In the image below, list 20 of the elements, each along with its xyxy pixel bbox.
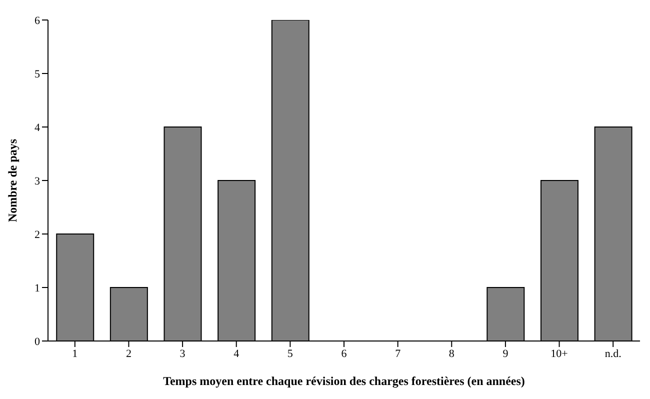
y-tick-label: 4: [34, 122, 40, 134]
x-tick-label: 3: [180, 348, 186, 360]
x-tick-label: n.d.: [604, 348, 622, 360]
y-tick-label: 0: [34, 336, 40, 348]
y-tick-label: 5: [34, 68, 40, 80]
x-tick-label: 6: [341, 348, 348, 360]
y-tick-label: 1: [34, 282, 40, 294]
x-tick-label: 1: [72, 348, 78, 360]
x-axis-title: Temps moyen entre chaque révision des charges forestières (en années): [163, 374, 525, 388]
x-tick-label: 9: [502, 348, 509, 360]
y-tick-label: 3: [34, 175, 40, 188]
x-tick-label: 2: [126, 348, 132, 360]
x-tick-label: 8: [448, 348, 455, 360]
y-axis-title: Nombre de pays: [5, 138, 20, 222]
y-tick-label: 2: [34, 228, 40, 241]
x-tick-label: 10+: [550, 348, 568, 360]
x-tick-label: 5: [287, 348, 294, 360]
x-tick-label: 7: [395, 348, 402, 360]
x-tick-label: 4: [234, 348, 240, 360]
y-tick-label: 6: [34, 14, 40, 27]
